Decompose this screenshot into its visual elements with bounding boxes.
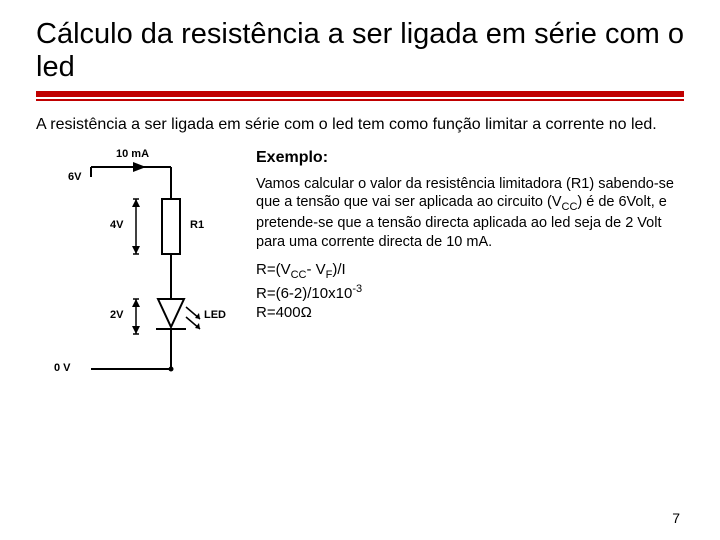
label-2v: 2V xyxy=(110,309,123,321)
label-r1: R1 xyxy=(190,219,204,231)
label-0v: 0 V xyxy=(54,362,71,374)
label-6v: 6V xyxy=(68,171,81,183)
circuit-diagram: 10 mA 6V 4V R1 2V LED 0 V xyxy=(36,149,246,389)
example-heading: Exemplo: xyxy=(256,149,684,167)
eq-formula: R=(VCC- VF)/I xyxy=(256,261,684,281)
intro-text: A resistência a ser ligada em série com … xyxy=(36,115,684,135)
eq-result: R=400Ω xyxy=(256,304,684,321)
label-current: 10 mA xyxy=(116,148,149,160)
label-4v: 4V xyxy=(110,219,123,231)
example-text-column: Exemplo: Vamos calcular o valor da resis… xyxy=(256,149,684,323)
slide-title: Cálculo da resistência a ser ligada em s… xyxy=(36,18,684,85)
example-body: Vamos calcular o valor da resistência li… xyxy=(256,175,684,251)
page-number: 7 xyxy=(672,510,680,526)
label-led: LED xyxy=(204,309,226,321)
eq-numeric: R=(6-2)/10x10-3 xyxy=(256,283,684,302)
title-rule xyxy=(36,91,684,101)
circuit-svg xyxy=(36,149,246,389)
